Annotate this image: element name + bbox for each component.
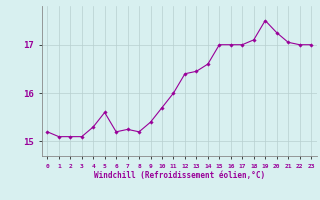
X-axis label: Windchill (Refroidissement éolien,°C): Windchill (Refroidissement éolien,°C) bbox=[94, 171, 265, 180]
